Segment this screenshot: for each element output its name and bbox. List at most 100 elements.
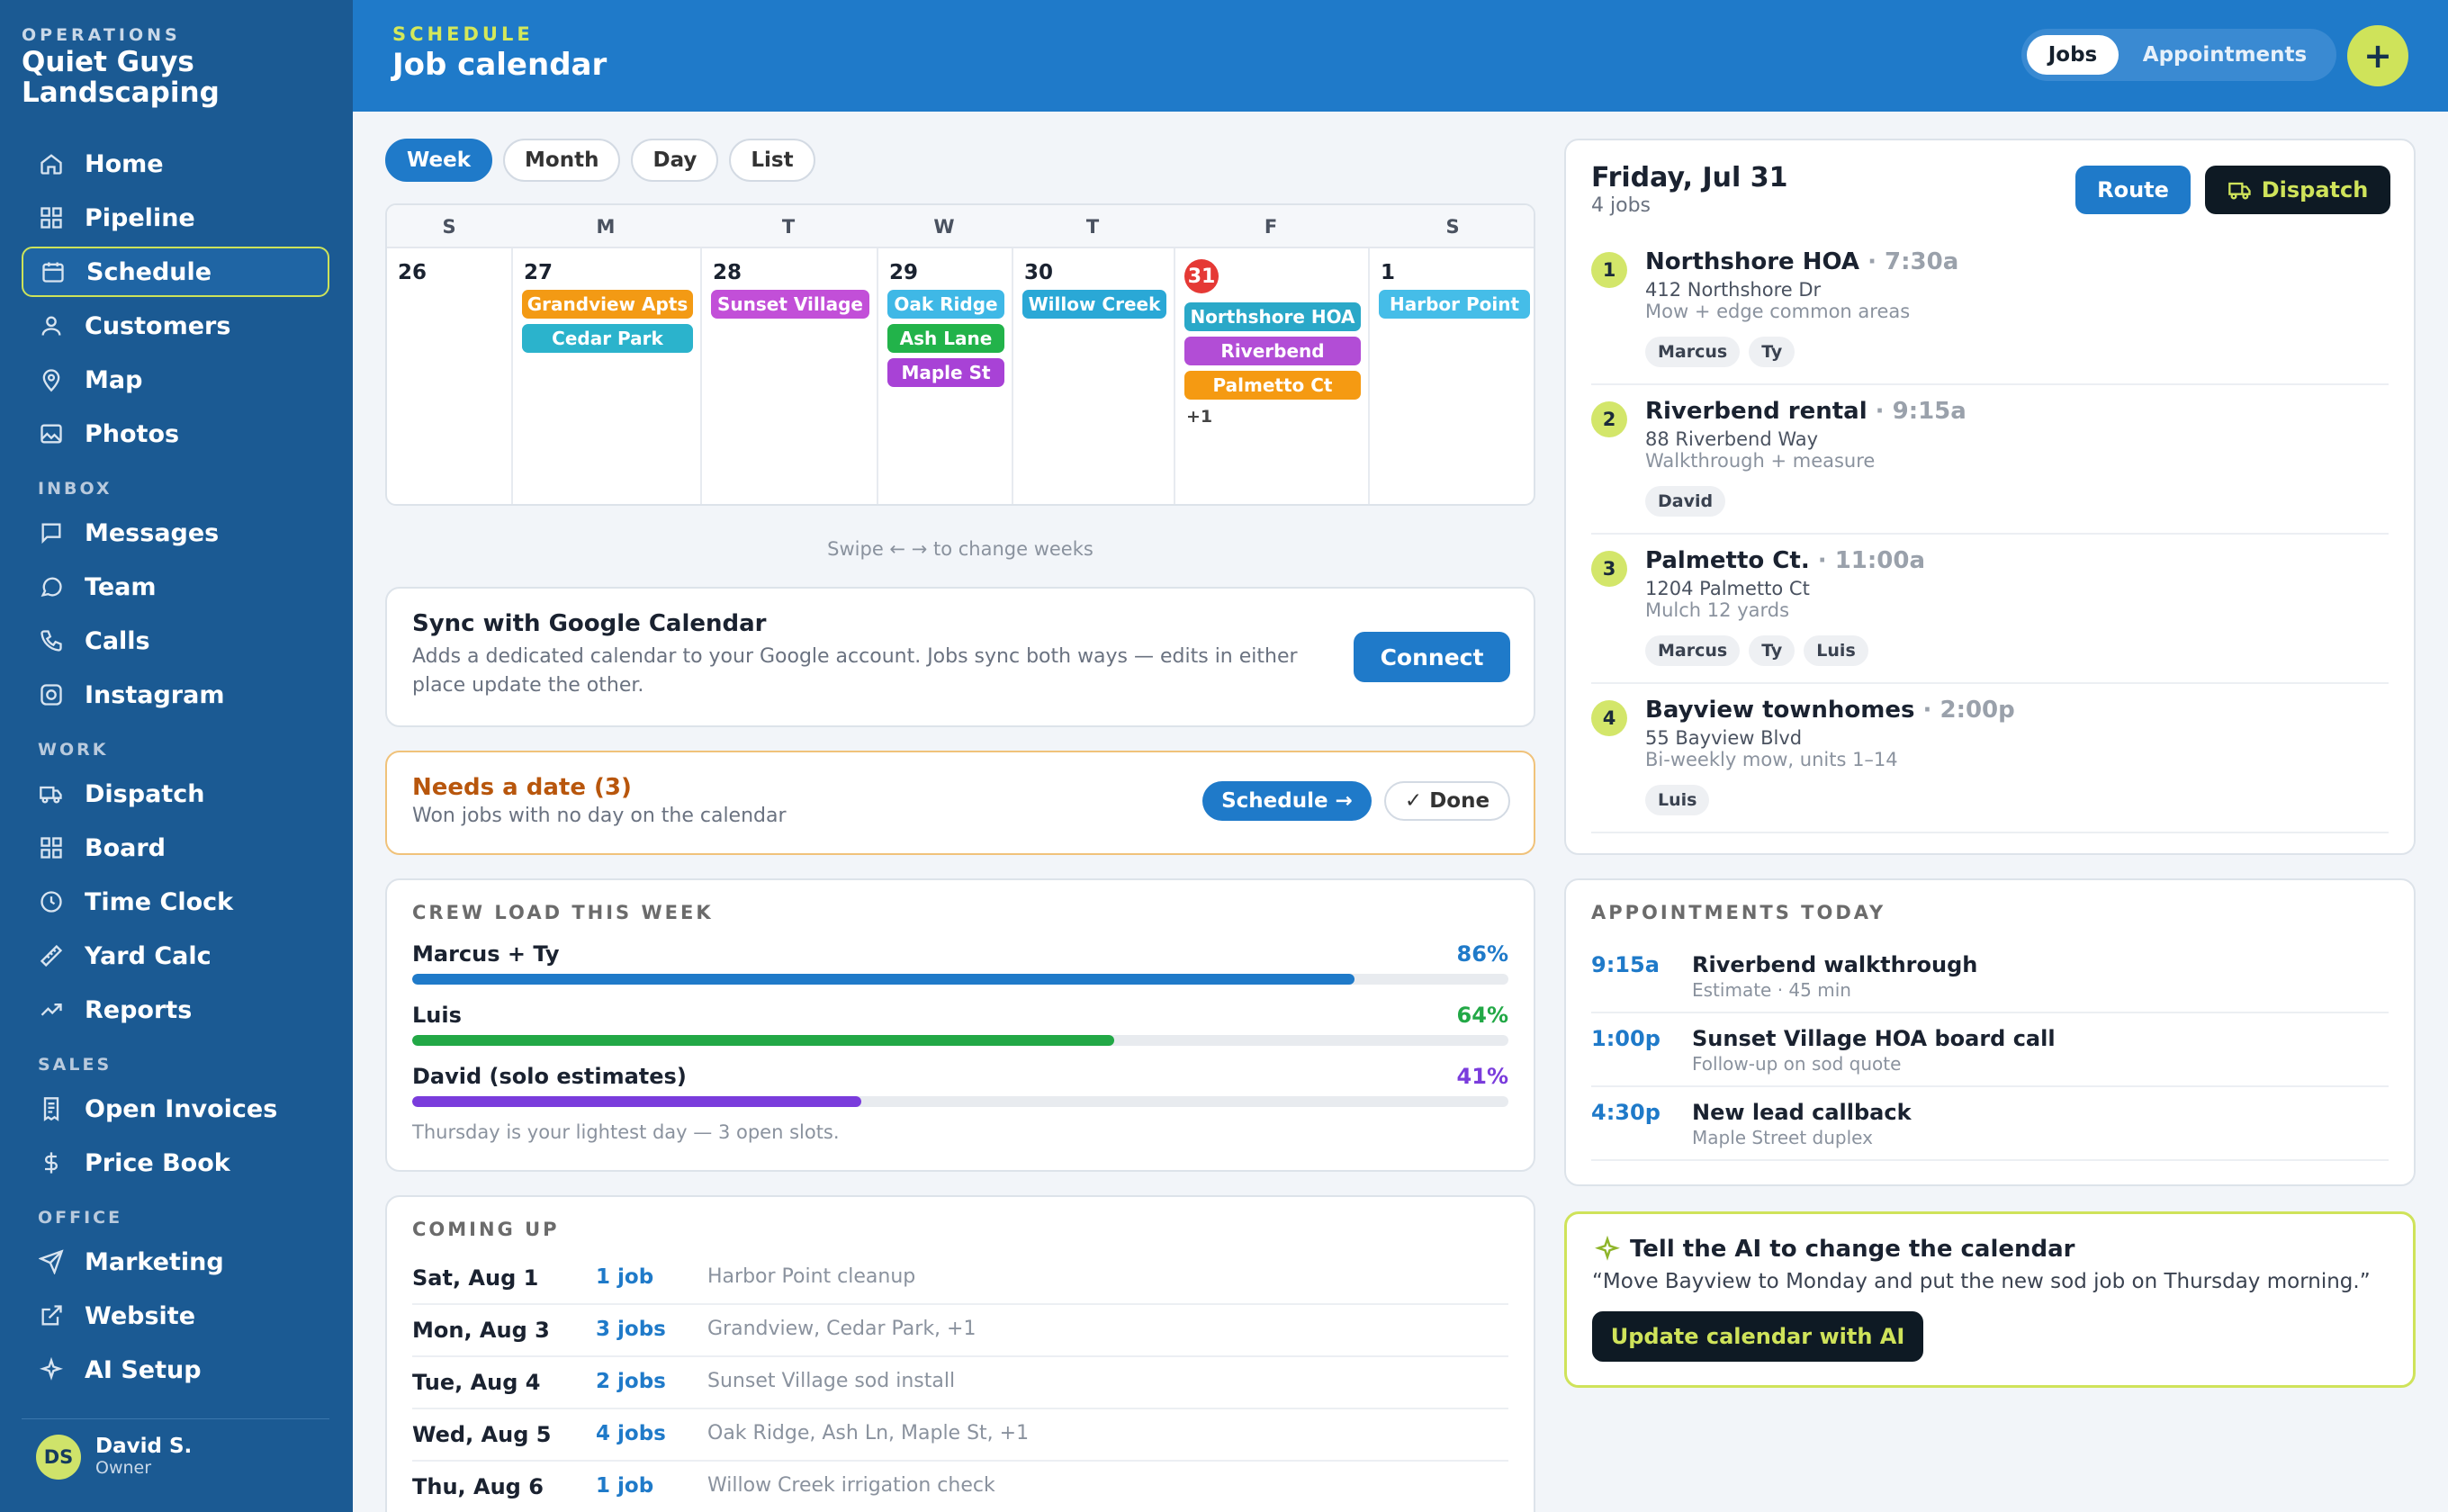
sidebar-item-price-book[interactable]: Price Book	[22, 1138, 329, 1188]
job-chip[interactable]: Oak Ridge	[887, 290, 1004, 319]
job-chip[interactable]: Willow Creek	[1022, 290, 1166, 319]
connect-button[interactable]: Connect	[1354, 632, 1510, 682]
schedule-button[interactable]: Schedule →	[1202, 781, 1372, 821]
sidebar-item-map[interactable]: Map	[22, 355, 329, 405]
appointments-title: APPOINTMENTS TODAY	[1591, 902, 1886, 923]
job-name: Bayview townhomes	[1645, 697, 1915, 724]
sidebar-item-marketing[interactable]: Marketing	[22, 1237, 329, 1287]
calendar-day-cell[interactable]: 31 Northshore HOA Riverbend Palmetto Ct +1	[1174, 248, 1368, 504]
job-chip[interactable]: Maple St	[887, 358, 1004, 387]
sidebar-item-pipeline[interactable]: Pipeline	[22, 193, 329, 243]
sidebar-item-time-clock[interactable]: Time Clock	[22, 877, 329, 927]
coming-up-count[interactable]: 1 job	[596, 1265, 654, 1289]
section-office: OFFICE	[38, 1208, 123, 1228]
toggle-appointments[interactable]: Appointments	[2142, 43, 2308, 67]
job-chip[interactable]: Sunset Village	[711, 290, 869, 319]
job-chip[interactable]: Ash Lane	[887, 324, 1004, 353]
sidebar-item-instagram[interactable]: Instagram	[22, 670, 329, 720]
done-button[interactable]: ✓ Done	[1384, 781, 1510, 821]
job-chip[interactable]: Riverbend	[1184, 337, 1361, 365]
coming-up-desc: Harbor Point cleanup	[707, 1265, 916, 1288]
crew-load-fill	[412, 1096, 862, 1107]
coming-up-count[interactable]: 3 jobs	[596, 1318, 666, 1341]
appointment-item[interactable]: 9:15a Riverbend walkthrough Estimate · 4…	[1591, 940, 2389, 1013]
coming-up-row[interactable]: Sat, Aug 1 1 job Harbor Point cleanup	[412, 1253, 1508, 1305]
job-crew: Marcus Ty Luis	[1645, 635, 1868, 666]
appointment-time: 1:00p	[1591, 1026, 1660, 1051]
job-item[interactable]: 1 Northshore HOA · 7:30a 412 Northshore …	[1591, 239, 2389, 385]
job-chip[interactable]: Northshore HOA	[1184, 302, 1361, 331]
job-order-badge: 3	[1591, 551, 1627, 587]
job-chip[interactable]: Palmetto Ct	[1184, 371, 1361, 400]
job-name-line: Bayview townhomes · 2:00p	[1645, 697, 2015, 724]
coming-up-row[interactable]: Thu, Aug 6 1 job Willow Creek irrigation…	[412, 1462, 1508, 1512]
view-list-button[interactable]: List	[729, 139, 815, 182]
sidebar-item-home[interactable]: Home	[22, 139, 329, 189]
job-item[interactable]: 2 Riverbend rental · 9:15a 88 Riverbend …	[1591, 389, 2389, 535]
appointment-item[interactable]: 1:00p Sunset Village HOA board call Foll…	[1591, 1013, 2389, 1087]
more-jobs-link[interactable]: +1	[1186, 407, 1213, 427]
coming-up-row[interactable]: Tue, Aug 4 2 jobs Sunset Village sod ins…	[412, 1357, 1508, 1409]
job-order-badge: 1	[1591, 252, 1627, 288]
crew-tag: Ty	[1749, 635, 1796, 666]
update-calendar-ai-button[interactable]: Update calendar with AI	[1592, 1311, 1923, 1362]
sidebar-item-board[interactable]: Board	[22, 823, 329, 873]
sidebar-item-customers[interactable]: Customers	[22, 301, 329, 351]
page-title: Job calendar	[392, 47, 608, 83]
section-sales: SALES	[38, 1055, 112, 1075]
sidebar-item-messages[interactable]: Messages	[22, 508, 329, 558]
ai-example-prompt: “Move Bayview to Monday and put the new …	[1592, 1270, 2371, 1293]
toggle-jobs[interactable]: Jobs	[2027, 35, 2119, 75]
calendar-day-cell[interactable]: 29 Oak Ridge Ash Lane Maple St	[877, 248, 1012, 504]
sidebar-item-team[interactable]: Team	[22, 562, 329, 612]
sidebar-item-yard-calc[interactable]: Yard Calc	[22, 931, 329, 981]
job-chip[interactable]: Harbor Point	[1379, 290, 1530, 319]
dispatch-button[interactable]: Dispatch	[2205, 166, 2390, 214]
sidebar-item-ai-setup[interactable]: AI Setup	[22, 1345, 329, 1395]
coming-up-desc: Oak Ridge, Ash Ln, Maple St, +1	[707, 1422, 1030, 1444]
sidebar-item-reports[interactable]: Reports	[22, 985, 329, 1035]
crew-tag: Luis	[1804, 635, 1868, 666]
coming-up-row[interactable]: Wed, Aug 5 4 jobs Oak Ridge, Ash Ln, Map…	[412, 1409, 1508, 1462]
sidebar-item-open-invoices[interactable]: Open Invoices	[22, 1084, 329, 1134]
coming-up-desc: Grandview, Cedar Park, +1	[707, 1318, 976, 1340]
coming-up-row[interactable]: Mon, Aug 3 3 jobs Grandview, Cedar Park,…	[412, 1305, 1508, 1357]
instagram-icon	[36, 680, 67, 710]
sidebar-item-website[interactable]: Website	[22, 1291, 329, 1341]
calendar-day-cell[interactable]: 1 Harbor Point	[1368, 248, 1534, 504]
avatar[interactable]: DS	[36, 1435, 81, 1480]
trend-icon	[36, 994, 67, 1025]
sidebar-item-dispatch[interactable]: Dispatch	[22, 769, 329, 819]
job-item[interactable]: 3 Palmetto Ct. · 11:00a 1204 Palmetto Ct…	[1591, 538, 2389, 684]
view-day-button[interactable]: Day	[631, 139, 719, 182]
coming-up-count[interactable]: 1 job	[596, 1474, 654, 1498]
weekday-label: T	[1085, 216, 1100, 238]
calendar-day-cell[interactable]: 27 Grandview Apts Cedar Park	[511, 248, 700, 504]
map-pin-icon	[36, 364, 67, 395]
job-chip[interactable]: Grandview Apts	[522, 290, 693, 319]
calendar-day-cell[interactable]: 30 Willow Creek	[1012, 248, 1174, 504]
route-button[interactable]: Route	[2075, 166, 2191, 214]
sidebar-item-schedule[interactable]: Schedule	[22, 247, 329, 297]
job-chip[interactable]: Cedar Park	[522, 324, 693, 353]
job-item[interactable]: 4 Bayview townhomes · 2:00p 55 Bayview B…	[1591, 688, 2389, 833]
sparkle-icon	[1594, 1236, 1621, 1263]
sidebar-item-calls[interactable]: Calls	[22, 616, 329, 666]
job-order-badge: 4	[1591, 700, 1627, 736]
coming-up-date: Mon, Aug 3	[412, 1318, 550, 1343]
calendar-day-cell[interactable]: 26	[387, 248, 511, 504]
view-month-button[interactable]: Month	[503, 139, 621, 182]
sidebar-item-label: Yard Calc	[85, 941, 212, 970]
job-time: · 9:15a	[1875, 398, 1966, 425]
view-week-button[interactable]: Week	[385, 139, 493, 182]
sidebar-item-photos[interactable]: Photos	[22, 409, 329, 459]
appointment-item[interactable]: 4:30p New lead callback Maple Street dup…	[1591, 1087, 2389, 1161]
clock-icon	[36, 886, 67, 917]
day-number: 1	[1381, 261, 1396, 284]
coming-up-count[interactable]: 2 jobs	[596, 1370, 666, 1393]
calendar-day-cell[interactable]: 28 Sunset Village	[700, 248, 877, 504]
coming-up-count[interactable]: 4 jobs	[596, 1422, 666, 1445]
add-button[interactable]: +	[2347, 25, 2408, 86]
user-name[interactable]: David S.	[95, 1435, 193, 1458]
sidebar-item-label: Instagram	[85, 680, 225, 709]
